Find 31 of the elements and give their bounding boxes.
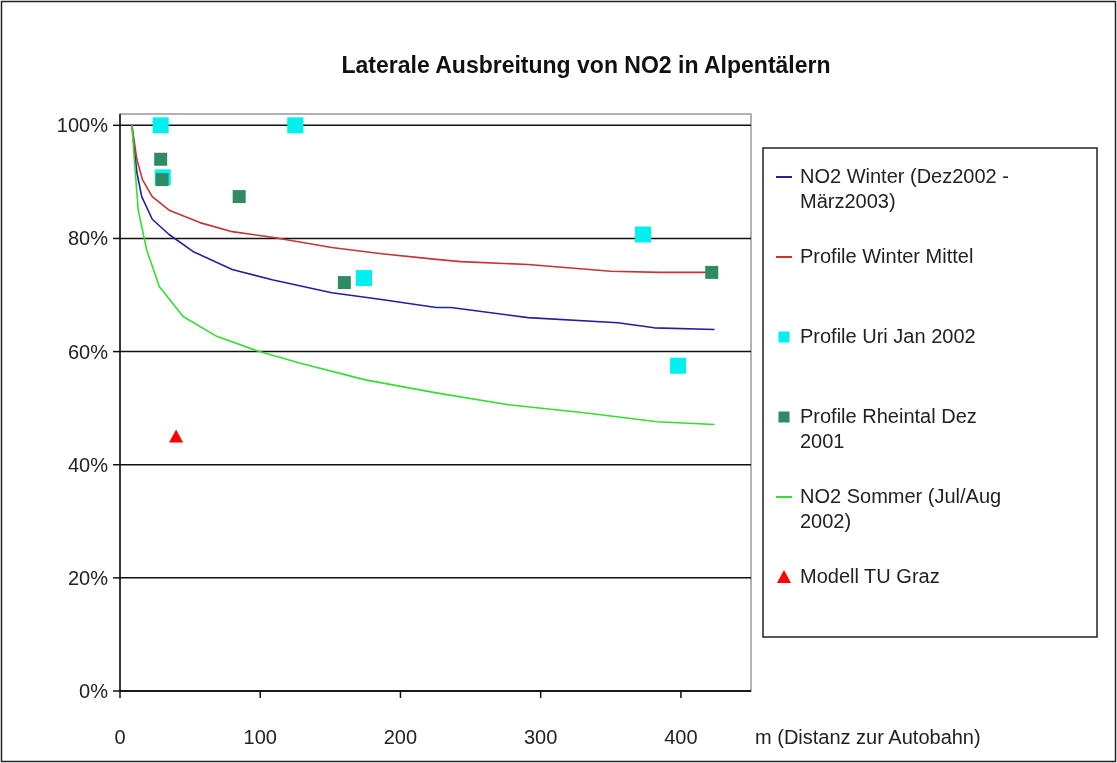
x-tick-label: 100 <box>243 726 277 748</box>
point <box>169 429 184 443</box>
point <box>670 357 687 374</box>
point <box>232 190 246 204</box>
y-tick-label: 80% <box>67 227 109 250</box>
y-tick-label: 40% <box>67 453 109 476</box>
x-tick-label: 400 <box>664 726 698 748</box>
legend-label: NO2 Sommer (Jul/Aug 2002) <box>800 485 1002 532</box>
point <box>705 265 719 279</box>
y-tick-label: 100% <box>56 114 109 137</box>
legend-label: Modell TU Graz <box>800 565 940 587</box>
point <box>152 117 169 134</box>
point <box>337 276 351 290</box>
point <box>155 173 169 187</box>
y-tick-label: 20% <box>67 566 109 589</box>
point <box>635 226 652 243</box>
chart-title: Laterale Ausbreitung von NO2 in Alpentälern <box>341 52 831 78</box>
legend-label: NO2 Winter (Dez2002 - März2003) <box>800 165 1009 212</box>
y-tick-label: 0% <box>79 680 109 702</box>
y-tick-label: 60% <box>67 340 109 363</box>
legend-label: Profile Winter Mittel <box>800 245 974 267</box>
x-tick-label: 300 <box>523 726 558 748</box>
legend-label: Profile Rheintal Dez 2001 <box>800 405 977 452</box>
point <box>355 270 372 287</box>
line-series <box>131 124 716 426</box>
point <box>287 117 304 134</box>
x-tick-label: 0 <box>114 726 126 748</box>
x-tick-label: 200 <box>383 726 418 748</box>
legend-label: Profile Uri Jan 2002 <box>800 325 976 347</box>
x-axis-title: m (Distanz zur Autobahn) <box>755 726 981 748</box>
point <box>154 152 168 166</box>
